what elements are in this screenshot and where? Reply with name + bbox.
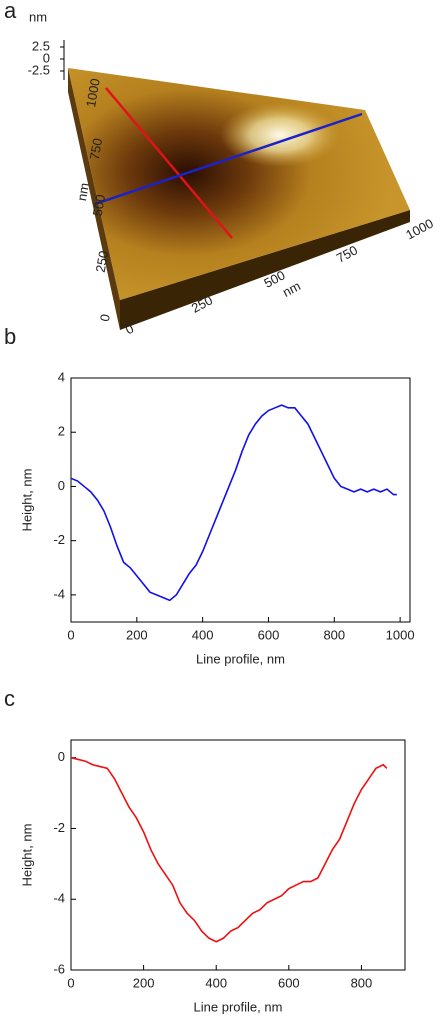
x-tick-label: 800 bbox=[351, 975, 373, 990]
y-tick-label: 0 bbox=[58, 749, 65, 764]
x-tick-label: 400 bbox=[192, 627, 214, 642]
x-axis-label: Line profile, nm bbox=[194, 999, 283, 1014]
panel-label: a bbox=[4, 0, 17, 23]
z-axis-label: nm bbox=[29, 9, 47, 24]
y-axis-label: nm bbox=[74, 182, 92, 202]
y-tick-label: 2 bbox=[58, 424, 65, 439]
y-tick-label: -6 bbox=[53, 961, 65, 976]
x-tick-label: 200 bbox=[126, 627, 148, 642]
x-axis-label: Line profile, nm bbox=[196, 651, 285, 666]
profile-line bbox=[105, 87, 233, 239]
data-line bbox=[70, 404, 397, 602]
panel-label: c bbox=[4, 686, 15, 711]
y-tick-label: -2 bbox=[53, 532, 65, 547]
x-tick-label: 600 bbox=[278, 975, 300, 990]
surface-side-left bbox=[68, 68, 120, 330]
profile-line bbox=[94, 112, 363, 206]
x-tick-label: 600 bbox=[258, 627, 280, 642]
x-tick-label: 400 bbox=[205, 975, 227, 990]
x-tick-label: 0 bbox=[67, 627, 74, 642]
data-line bbox=[70, 756, 388, 943]
y-tick-label: 0 bbox=[97, 313, 113, 323]
plot-frame bbox=[70, 739, 406, 971]
y-tick-label: -2 bbox=[53, 820, 65, 835]
z-tick-label: 0 bbox=[43, 50, 50, 65]
y-axis-label: Height, nm bbox=[19, 469, 34, 532]
x-tick-label: 800 bbox=[323, 627, 345, 642]
y-tick-label: 1000 bbox=[83, 77, 103, 108]
y-tick-label: 250 bbox=[93, 250, 112, 274]
y-tick-label: 500 bbox=[90, 193, 109, 217]
x-tick-label: 0 bbox=[67, 975, 74, 990]
y-tick-label: -4 bbox=[53, 891, 65, 906]
y-tick-label: 0 bbox=[58, 478, 65, 493]
surface-bump bbox=[220, 103, 340, 167]
x-axis-label: nm bbox=[280, 278, 303, 300]
y-tick-label: -4 bbox=[53, 586, 65, 601]
y-tick-label: 750 bbox=[87, 137, 106, 161]
surface-side-front bbox=[120, 210, 410, 330]
x-tick-label: 1000 bbox=[386, 627, 415, 642]
y-tick-label: 4 bbox=[58, 369, 65, 384]
x-tick-label: 200 bbox=[133, 975, 155, 990]
plot-frame bbox=[70, 377, 411, 623]
z-tick-label: 2.5 bbox=[32, 38, 50, 53]
z-tick-label: -2.5 bbox=[28, 62, 50, 77]
y-axis-label: Height, nm bbox=[19, 824, 34, 887]
panel-label: b bbox=[4, 324, 16, 349]
